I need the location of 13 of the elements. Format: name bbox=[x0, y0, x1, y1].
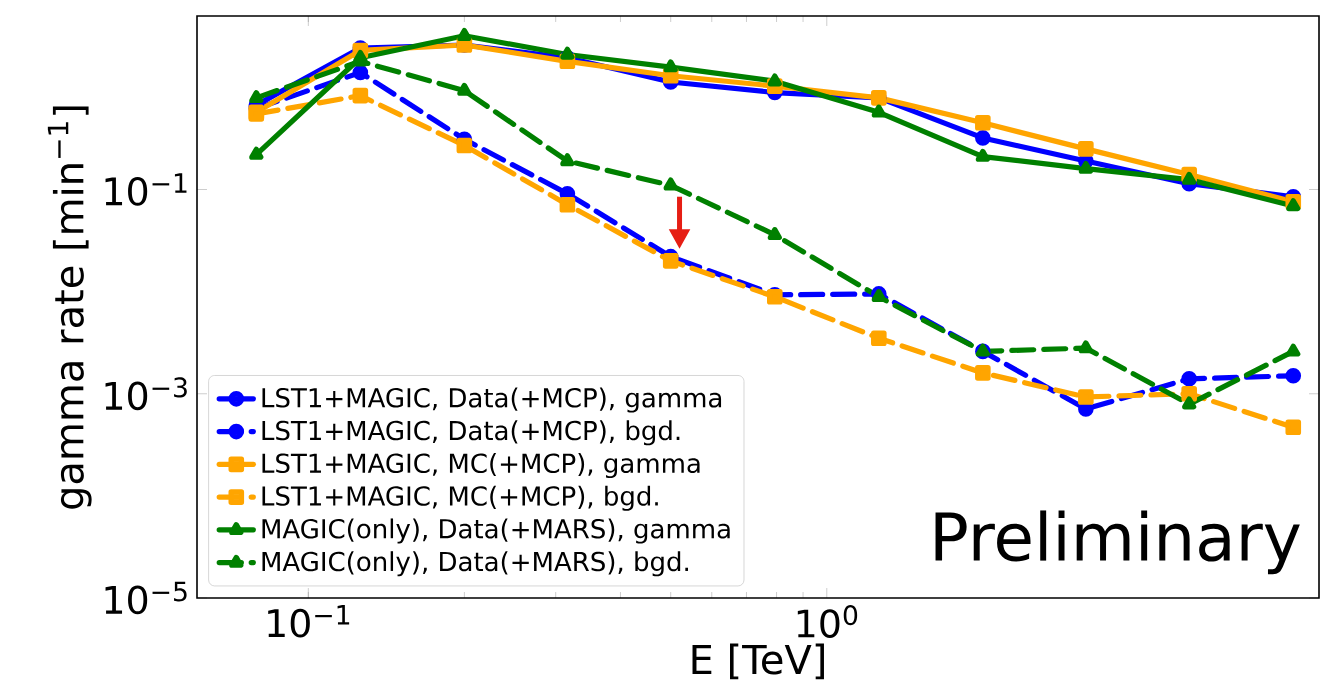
x-tick-label: 10$^{0}$ bbox=[797, 605, 858, 638]
y-axis-title: gamma rate [min$^{−1}$] bbox=[47, 106, 92, 509]
legend-label: LST1+MAGIC, Data(+MCP), gamma bbox=[262, 387, 722, 413]
y-tick-label: 10$^{−5}$ bbox=[105, 581, 187, 615]
annotation: Preliminary bbox=[935, 510, 1300, 575]
y-tick-label: 10$^{−1}$ bbox=[105, 173, 187, 206]
x-axis-title: E [TeV] bbox=[692, 643, 824, 680]
legend-label: MAGIC(only), Data(+MARS), gamma bbox=[262, 518, 730, 544]
legend-label: LST1+MAGIC, MC(+MCP), bgd. bbox=[262, 485, 658, 511]
legend-label: LST1+MAGIC, Data(+MCP), bgd. bbox=[262, 420, 680, 446]
y-tick-label: 10$^{−3}$ bbox=[105, 377, 187, 411]
legend-label: LST1+MAGIC, MC(+MCP), gamma bbox=[262, 452, 700, 479]
legend-label: MAGIC(only), Data(+MARS), bgd. bbox=[262, 551, 688, 577]
